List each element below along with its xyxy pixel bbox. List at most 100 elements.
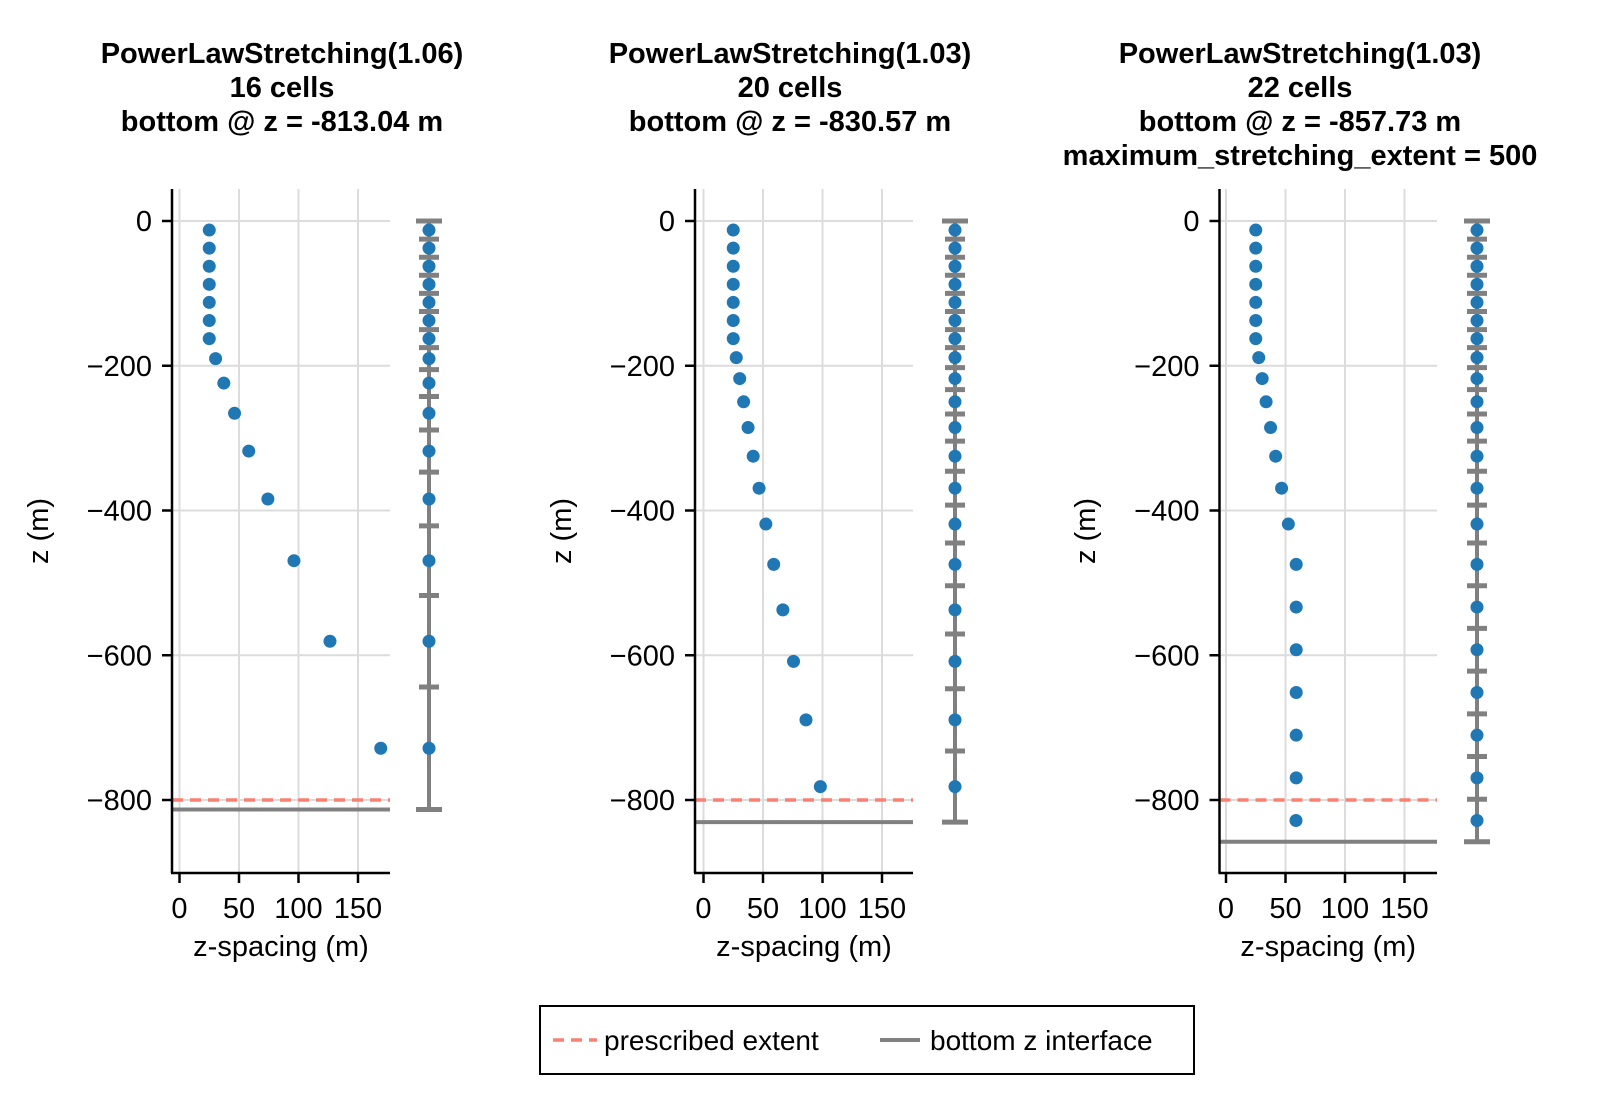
y-axis-label: z (m) [1070, 498, 1102, 564]
y-tick-label: 0 [136, 206, 152, 238]
interface-center-point [948, 351, 962, 365]
interface-center-point [1470, 332, 1484, 346]
interface-center-point [948, 277, 962, 291]
data-point [746, 449, 760, 463]
interface-center-point [948, 295, 962, 309]
data-point [729, 351, 743, 365]
interface-center-point [948, 654, 962, 668]
x-tick-label: 50 [747, 893, 779, 925]
data-point [202, 332, 216, 346]
interface-center-point [1470, 277, 1484, 291]
interface-center-point [1470, 517, 1484, 531]
data-point [1249, 295, 1263, 309]
data-point [202, 241, 216, 255]
interface-center-point [422, 741, 436, 755]
x-tick-label: 50 [1269, 893, 1301, 925]
data-point [1249, 314, 1263, 328]
interface-column [1464, 218, 1490, 845]
data-point [287, 554, 301, 568]
data-point [1259, 395, 1273, 409]
data-point [1249, 332, 1263, 346]
panel-title-line: PowerLawStretching(1.03) [1119, 38, 1482, 70]
x-tick-label: 150 [334, 893, 382, 925]
panel-3: 0 −200 −400 −600 −800 0 50 100 150 PowerLawStretc… [1063, 38, 1538, 963]
panel-title-line: bottom @ z = -857.73 m [1139, 106, 1461, 138]
x-axis-label: z-spacing (m) [193, 931, 369, 963]
interface-center-point [1470, 600, 1484, 614]
interface-center-point [948, 421, 962, 435]
x-tick-label: 0 [171, 893, 187, 925]
data-point [202, 295, 216, 309]
interface-center-point [1470, 259, 1484, 273]
y-tick-label: −400 [87, 496, 152, 528]
y-tick-label: −200 [610, 351, 675, 383]
y-tick-label: −800 [87, 785, 152, 817]
x-axis-label: z-spacing (m) [1240, 931, 1416, 963]
interface-center-point [948, 241, 962, 255]
y-tick-label: −800 [1134, 785, 1199, 817]
interface-center-point [1470, 643, 1484, 657]
interface-center-point [1470, 449, 1484, 463]
interface-center-point [948, 223, 962, 237]
panel-title-line: 20 cells [738, 72, 843, 104]
interface-center-point [422, 492, 436, 506]
data-point [1269, 449, 1283, 463]
interface-center-point [1470, 814, 1484, 828]
interface-center-point [1470, 685, 1484, 699]
interface-center-point [1470, 728, 1484, 742]
interface-center-point [948, 332, 962, 346]
panel-title-line: maximum_stretching_extent = 500 [1063, 140, 1538, 172]
interface-center-point [1470, 481, 1484, 495]
data-point [242, 444, 256, 458]
x-tick-label: 150 [858, 893, 906, 925]
interface-center-point [422, 259, 436, 273]
data-point [1281, 517, 1295, 531]
y-tick-label: −600 [87, 640, 152, 672]
interface-center-point [948, 481, 962, 495]
data-point [813, 780, 827, 794]
data-point [1249, 223, 1263, 237]
data-point [726, 259, 740, 273]
interface-center-point [1470, 771, 1484, 785]
data-point [228, 406, 242, 420]
data-point [799, 713, 813, 727]
data-point [1249, 277, 1263, 291]
data-point [202, 277, 216, 291]
data-point [202, 314, 216, 328]
interface-center-point [1470, 395, 1484, 409]
legend: prescribed extent bottom z interface [539, 1005, 1195, 1075]
panel-title-line: 16 cells [230, 72, 335, 104]
data-point [202, 223, 216, 237]
interface-center-point [948, 517, 962, 531]
interface-column [942, 218, 968, 825]
interface-center-point [422, 406, 436, 420]
interface-center-point [422, 295, 436, 309]
data-point [726, 223, 740, 237]
data-point [1289, 643, 1303, 657]
x-tick-label: 0 [695, 893, 711, 925]
data-point [202, 259, 216, 273]
y-tick-label: 0 [1183, 206, 1199, 238]
legend-box [539, 1005, 1195, 1075]
data-point [1289, 728, 1303, 742]
interface-center-point [1470, 295, 1484, 309]
interface-center-point [948, 314, 962, 328]
data-point [737, 395, 751, 409]
interface-center-point [948, 557, 962, 571]
spacing-points [1249, 223, 1303, 828]
data-point [209, 352, 223, 366]
interface-center-point [1470, 372, 1484, 386]
data-point [776, 603, 790, 617]
x-tick-label: 50 [223, 893, 255, 925]
interface-center-point [422, 634, 436, 648]
y-tick-label: −600 [1134, 640, 1199, 672]
data-point [726, 277, 740, 291]
y-tick-label: −600 [610, 640, 675, 672]
data-point [767, 557, 781, 571]
data-point [726, 332, 740, 346]
legend-label-prescribed-extent: prescribed extent [604, 1025, 819, 1056]
